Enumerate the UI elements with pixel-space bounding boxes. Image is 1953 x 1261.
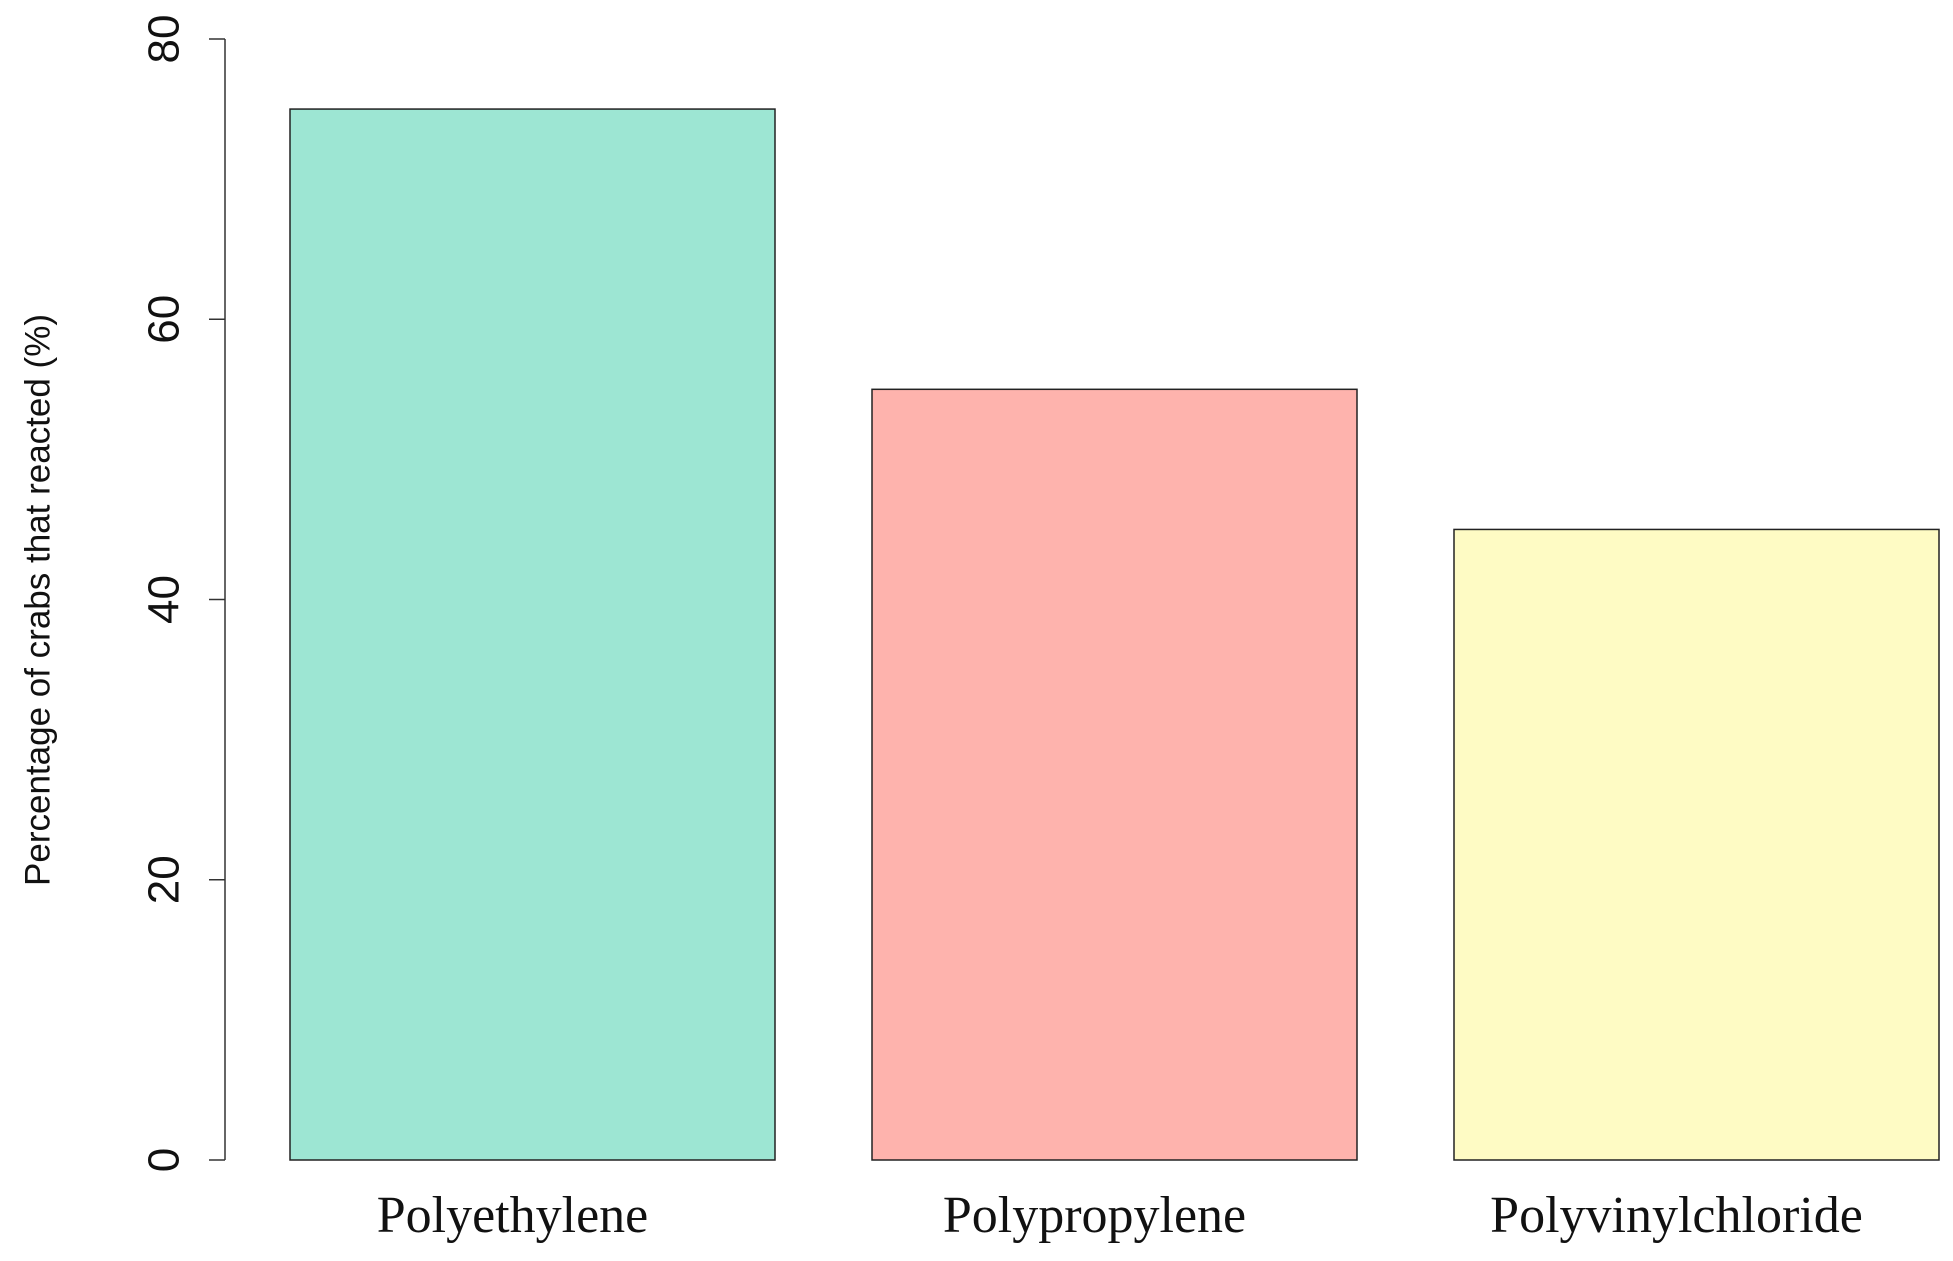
y-tick-label: 40 bbox=[140, 575, 189, 624]
x-tick-label: Polyvinylchloride bbox=[1490, 1187, 1863, 1244]
x-tick-label: Polypropylene bbox=[943, 1187, 1246, 1244]
x-tick-label: Polyethylene bbox=[377, 1187, 649, 1244]
y-tick-label: 80 bbox=[140, 15, 189, 64]
y-axis-label: Percentage of crabs that reacted (%) bbox=[18, 314, 57, 886]
bar bbox=[1453, 528, 1940, 1161]
y-tick-label: 0 bbox=[140, 1148, 189, 1172]
bar bbox=[289, 108, 776, 1161]
bar bbox=[871, 388, 1358, 1161]
y-tick-label: 60 bbox=[140, 295, 189, 344]
y-tick-label: 20 bbox=[140, 855, 189, 904]
